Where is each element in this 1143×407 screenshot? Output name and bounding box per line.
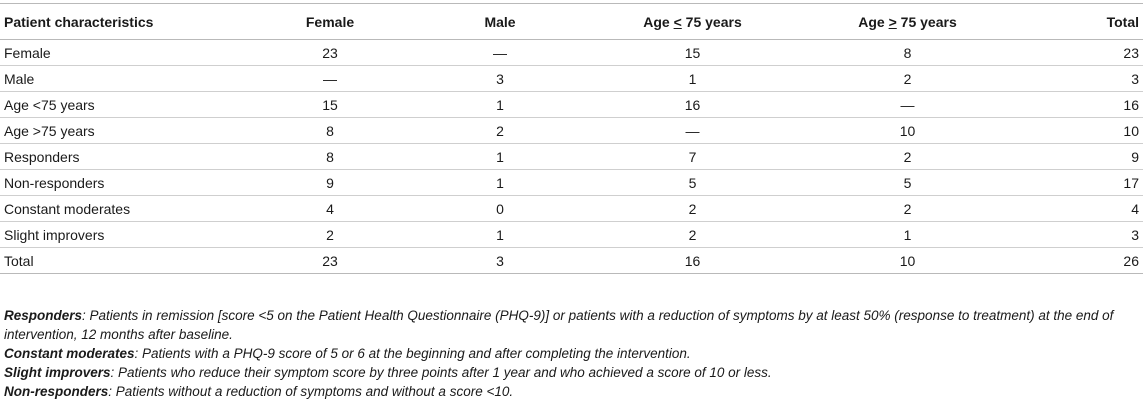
cell-age-le-75: 16	[585, 247, 800, 274]
cell-age-le-75: 7	[585, 143, 800, 170]
cell-age-ge-75: 8	[800, 39, 1015, 66]
header-row: Patient characteristics Female Male Age …	[0, 3, 1143, 40]
footnote: Slight improvers: Patients who reduce th…	[4, 363, 1140, 382]
header-total: Total	[1015, 3, 1143, 40]
footnote-term: Non-responders	[4, 384, 109, 399]
header-age-ge-suffix: 75 years	[896, 13, 957, 30]
table-row: Female 23 — 15 8 23	[0, 39, 1143, 66]
table-row: Slight improvers 2 1 2 1 3	[0, 221, 1143, 248]
patient-characteristics-table: Patient characteristics Female Male Age …	[0, 3, 1143, 274]
footnote-term: Constant moderates	[4, 346, 135, 361]
header-male: Male	[415, 3, 585, 40]
cell-male: 3	[415, 65, 585, 92]
cell-total: 26	[1015, 247, 1143, 274]
cell-female: —	[245, 65, 415, 92]
row-label: Male	[0, 65, 245, 92]
row-label: Age <75 years	[0, 91, 245, 118]
cell-female: 9	[245, 169, 415, 196]
cell-total: 16	[1015, 91, 1143, 118]
cell-age-ge-75: 2	[800, 195, 1015, 222]
cell-age-le-75: 1	[585, 65, 800, 92]
footnote-text: : Patients in remission [score <5 on the…	[4, 308, 1114, 342]
table-row-total: Total 23 3 16 10 26	[0, 247, 1143, 274]
footnote-term: Slight improvers	[4, 365, 111, 380]
table-footnotes: Responders: Patients in remission [score…	[4, 306, 1140, 401]
row-label: Slight improvers	[0, 221, 245, 248]
footnote: Constant moderates: Patients with a PHQ-…	[4, 344, 1140, 363]
cell-male: 1	[415, 221, 585, 248]
cell-age-ge-75: 2	[800, 143, 1015, 170]
cell-male: 2	[415, 117, 585, 144]
footnote-text: : Patients who reduce their symptom scor…	[110, 365, 772, 380]
header-age-le-prefix: Age	[643, 13, 674, 30]
cell-total: 4	[1015, 195, 1143, 222]
cell-total: 9	[1015, 143, 1143, 170]
table-row: Responders 8 1 7 2 9	[0, 143, 1143, 170]
table-row: Non-responders 9 1 5 5 17	[0, 169, 1143, 196]
table-row: Constant moderates 4 0 2 2 4	[0, 195, 1143, 222]
cell-total: 3	[1015, 65, 1143, 92]
cell-total: 10	[1015, 117, 1143, 144]
footnote: Responders: Patients in remission [score…	[4, 306, 1140, 344]
row-label: Age >75 years	[0, 117, 245, 144]
table-row: Age <75 years 15 1 16 — 16	[0, 91, 1143, 118]
cell-male: 3	[415, 247, 585, 274]
row-label: Responders	[0, 143, 245, 170]
cell-female: 8	[245, 117, 415, 144]
footnote: Non-responders: Patients without a reduc…	[4, 382, 1140, 401]
cell-age-le-75: 15	[585, 39, 800, 66]
cell-age-le-75: —	[585, 117, 800, 144]
row-label: Female	[0, 39, 245, 66]
row-label: Non-responders	[0, 169, 245, 196]
cell-total: 17	[1015, 169, 1143, 196]
cell-age-le-75: 16	[585, 91, 800, 118]
row-label: Total	[0, 247, 245, 274]
cell-female: 8	[245, 143, 415, 170]
cell-female: 15	[245, 91, 415, 118]
ge-symbol: >	[888, 13, 897, 30]
header-age-le-suffix: 75 years	[681, 13, 742, 30]
cell-age-ge-75: 10	[800, 247, 1015, 274]
cell-age-le-75: 5	[585, 169, 800, 196]
header-female: Female	[245, 3, 415, 40]
footnote-text: : Patients with a PHQ-9 score of 5 or 6 …	[134, 346, 691, 361]
footnote-term: Responders	[4, 308, 83, 323]
header-age-ge-prefix: Age	[858, 13, 889, 30]
le-symbol: <	[673, 13, 682, 30]
table-row: Male — 3 1 2 3	[0, 65, 1143, 92]
cell-total: 3	[1015, 221, 1143, 248]
table-row: Age >75 years 8 2 — 10 10	[0, 117, 1143, 144]
cell-male: 0	[415, 195, 585, 222]
cell-male: 1	[415, 143, 585, 170]
footnote-text: : Patients without a reduction of sympto…	[108, 384, 514, 399]
cell-age-ge-75: 5	[800, 169, 1015, 196]
cell-age-ge-75: 10	[800, 117, 1015, 144]
cell-male: 1	[415, 91, 585, 118]
header-age-ge-75: Age > 75 years	[800, 3, 1015, 40]
cell-age-ge-75: 1	[800, 221, 1015, 248]
row-label: Constant moderates	[0, 195, 245, 222]
header-characteristics: Patient characteristics	[0, 3, 245, 40]
header-age-le-75: Age < 75 years	[585, 3, 800, 40]
cell-male: —	[415, 39, 585, 66]
cell-age-ge-75: —	[800, 91, 1015, 118]
cell-female: 23	[245, 247, 415, 274]
cell-female: 23	[245, 39, 415, 66]
cell-female: 2	[245, 221, 415, 248]
cell-age-ge-75: 2	[800, 65, 1015, 92]
cell-male: 1	[415, 169, 585, 196]
cell-total: 23	[1015, 39, 1143, 66]
cell-female: 4	[245, 195, 415, 222]
cell-age-le-75: 2	[585, 221, 800, 248]
cell-age-le-75: 2	[585, 195, 800, 222]
